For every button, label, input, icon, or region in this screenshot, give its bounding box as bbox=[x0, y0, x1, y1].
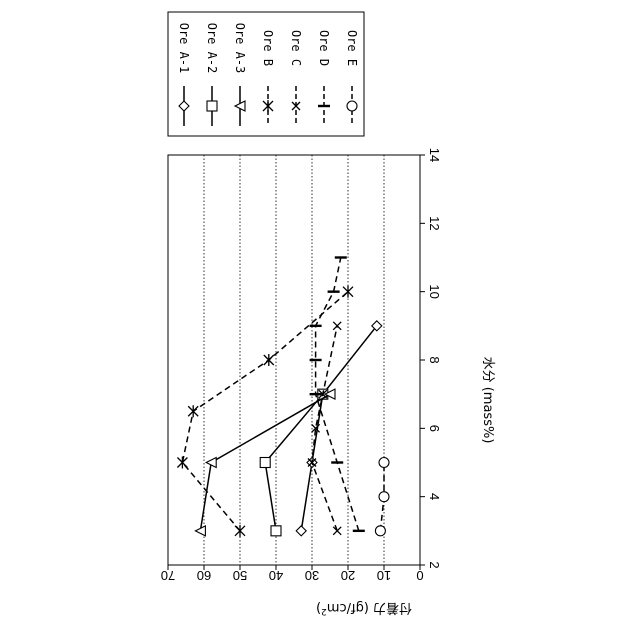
x-axis-label: 水分 (mass%) bbox=[480, 357, 495, 444]
moisture-tick-label: 14 bbox=[427, 148, 442, 162]
value-tick-label: 30 bbox=[305, 568, 319, 583]
circle-marker bbox=[379, 458, 389, 468]
y-axis-label-close: ) bbox=[316, 600, 321, 615]
data-point-marker bbox=[375, 526, 385, 536]
value-tick-label: 0 bbox=[416, 568, 423, 583]
moisture-tick-label: 2 bbox=[427, 561, 442, 568]
plot-frame bbox=[168, 155, 420, 565]
legend-label: Ore C bbox=[289, 30, 303, 66]
data-point-marker bbox=[379, 458, 389, 468]
moisture-axis-ticks: 2 4 6 8 10 12 14 bbox=[420, 148, 442, 569]
data-point-marker bbox=[207, 101, 217, 111]
square-marker bbox=[271, 526, 281, 536]
circle-marker bbox=[347, 101, 357, 111]
legend-label: Ore B bbox=[261, 30, 275, 66]
moisture-tick-label: 12 bbox=[427, 216, 442, 230]
legend-label: Ore A-2 bbox=[205, 23, 219, 74]
moisture-tick-label: 8 bbox=[427, 356, 442, 363]
y-axis-label: 付着力 (gf/cm2) bbox=[316, 600, 412, 616]
value-tick-label: 50 bbox=[233, 568, 247, 583]
square-marker bbox=[260, 458, 270, 468]
legend-label: Ore D bbox=[317, 30, 331, 66]
y-axis-label-main: 付着力 (gf/cm bbox=[327, 600, 412, 616]
moisture-tick-label: 4 bbox=[427, 493, 442, 500]
data-point-marker bbox=[271, 526, 281, 536]
value-tick-label: 40 bbox=[269, 568, 283, 583]
moisture-tick-label: 6 bbox=[427, 425, 442, 432]
data-point-marker bbox=[379, 492, 389, 502]
circle-marker bbox=[379, 492, 389, 502]
circle-marker bbox=[375, 526, 385, 536]
moisture-tick-label: 10 bbox=[427, 284, 442, 298]
value-tick-label: 70 bbox=[161, 568, 175, 583]
value-tick-label: 20 bbox=[341, 568, 355, 583]
value-tick-label: 60 bbox=[197, 568, 211, 583]
value-tick-label: 10 bbox=[377, 568, 391, 583]
square-marker bbox=[207, 101, 217, 111]
data-point-marker bbox=[260, 458, 270, 468]
legend-label: Ore A-1 bbox=[177, 23, 191, 74]
data-point-marker bbox=[347, 101, 357, 111]
value-axis-ticks: 0 10 20 30 40 50 60 70 bbox=[161, 565, 424, 583]
legend-label: Ore A-3 bbox=[233, 23, 247, 74]
legend-label: Ore E bbox=[345, 30, 359, 66]
